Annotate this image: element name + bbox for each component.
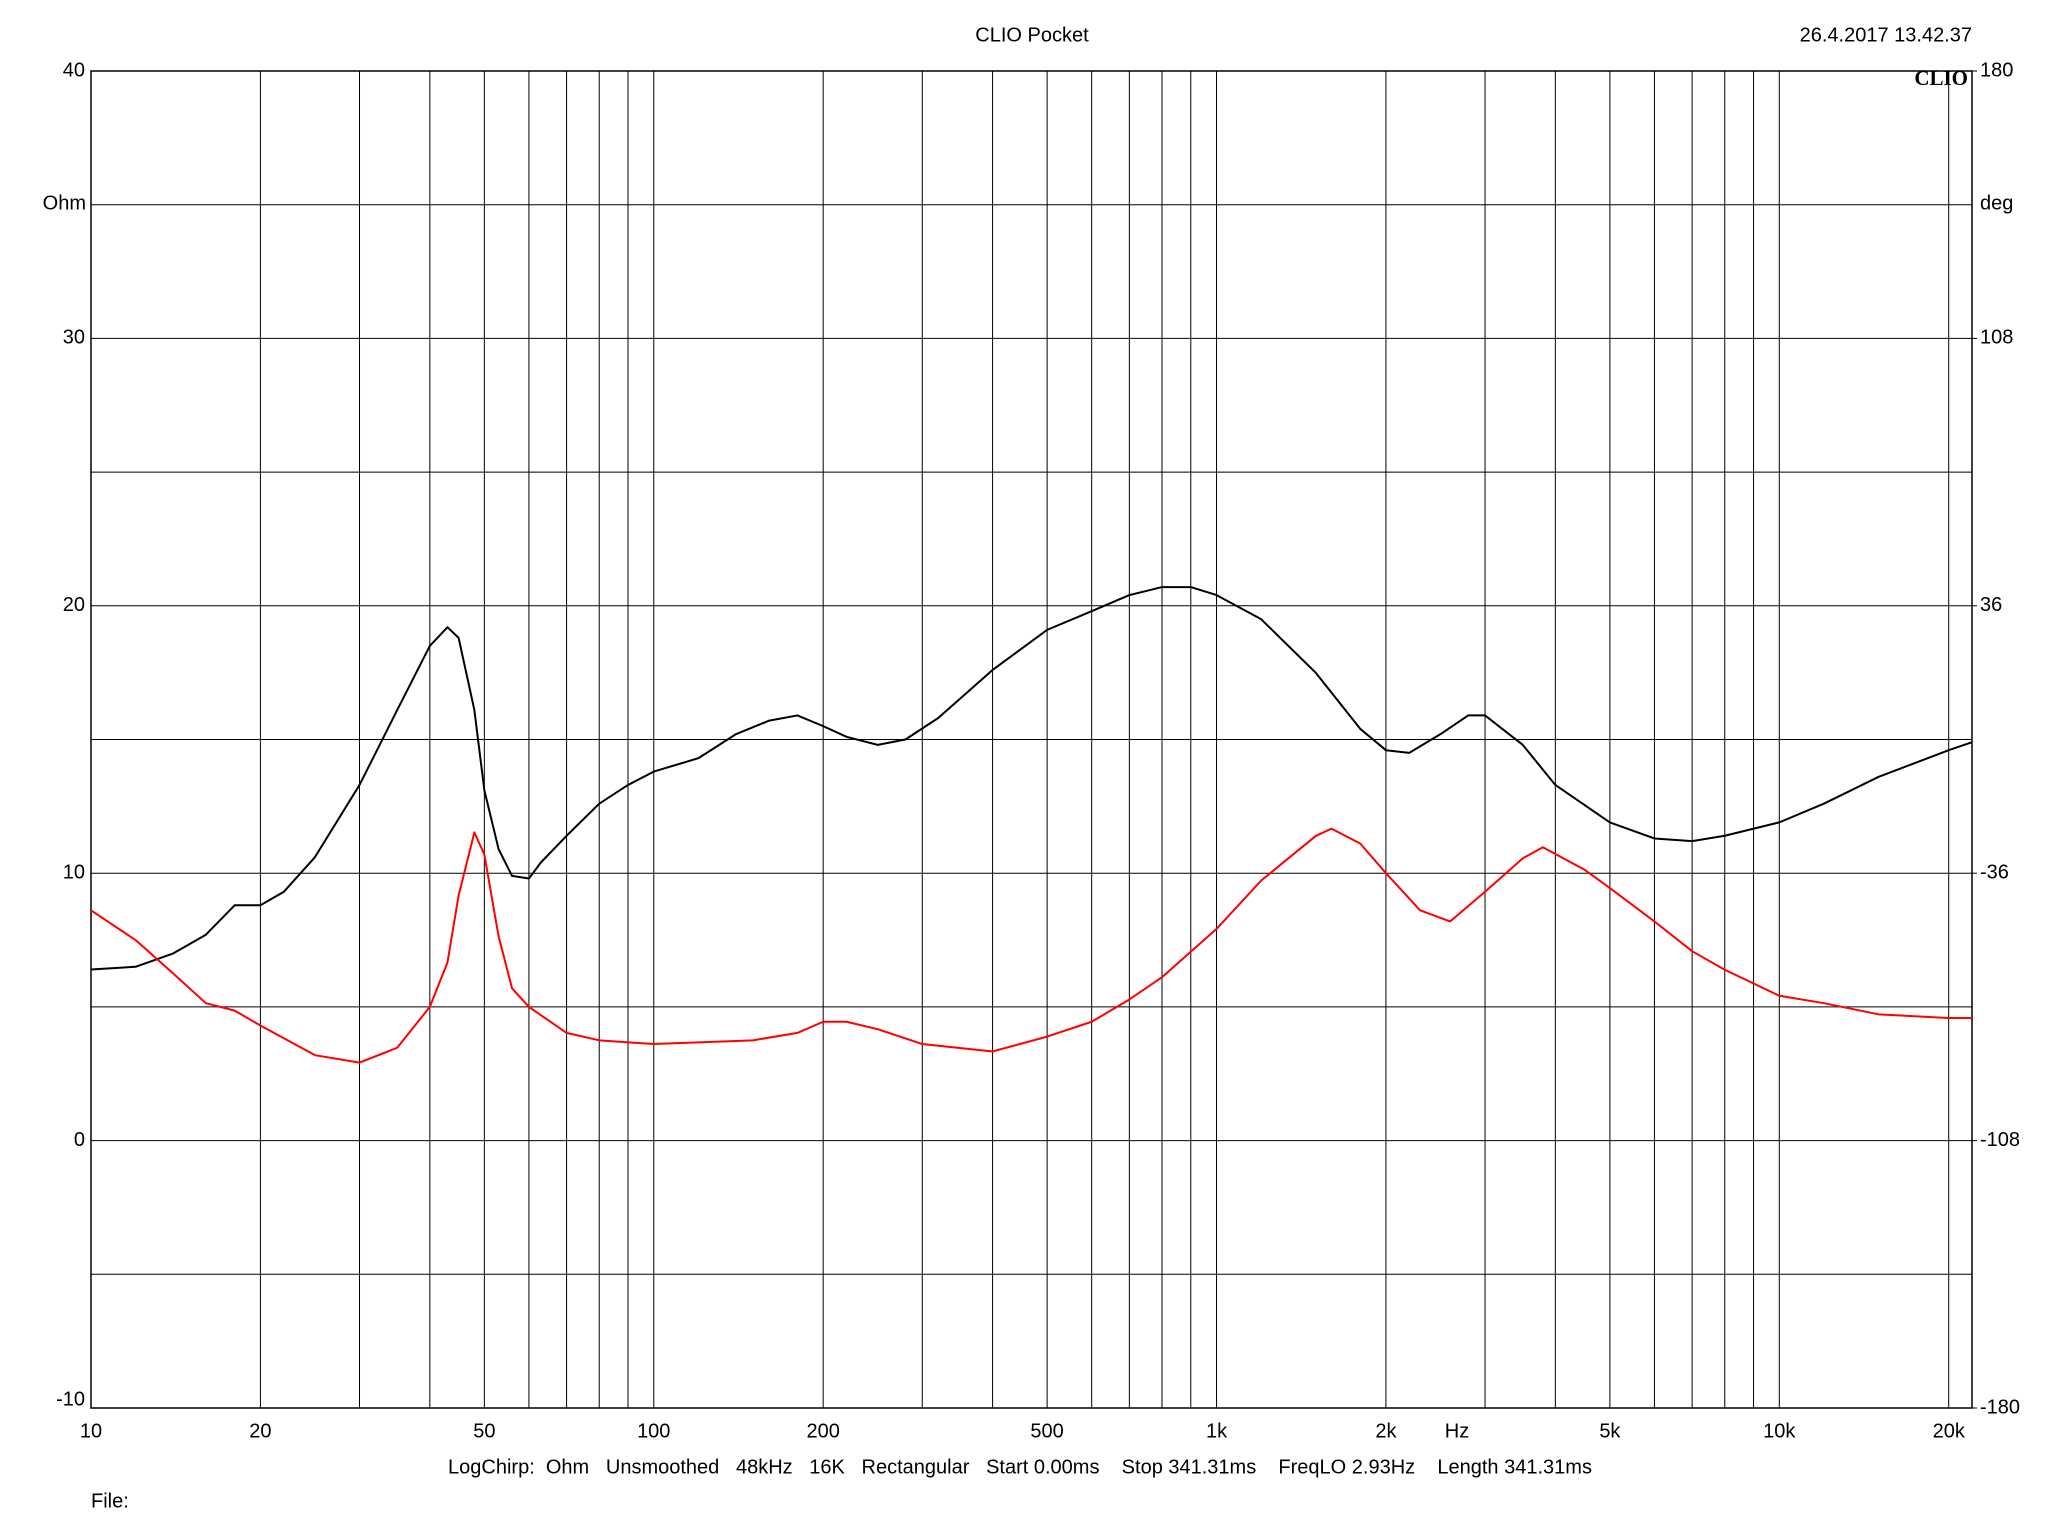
footer: LogChirp: Ohm Unsmoothed 48kHz 16K Recta…	[448, 1456, 1592, 1478]
chart-title: CLIO Pocket	[975, 24, 1089, 46]
x-tick-label: 10k	[1763, 1420, 1796, 1442]
y2-axis-label: deg	[1980, 192, 2013, 214]
x-axis-label: Hz	[1445, 1420, 1469, 1442]
y2-tick-label: -180	[1980, 1396, 2020, 1418]
y-tick-label: 0	[74, 1129, 85, 1151]
logo: CLIO	[1914, 66, 1968, 90]
y-tick-label: 30	[63, 327, 85, 349]
x-tick-label: 2k	[1375, 1420, 1397, 1442]
y-tick-label: 20	[63, 594, 85, 616]
y2-tick-label: 36	[1980, 594, 2002, 616]
x-tick-label: 50	[473, 1420, 495, 1442]
y2-tick-label: -36	[1980, 861, 2009, 883]
timestamp: 26.4.2017 13.42.37	[1800, 24, 1972, 46]
y-tick-label: 40	[63, 59, 85, 81]
x-tick-label: 100	[637, 1420, 670, 1442]
series-line	[90, 827, 1972, 1064]
x-tick-label: 200	[806, 1420, 839, 1442]
file-label: File:	[91, 1490, 129, 1512]
y2-tick-label: -108	[1980, 1129, 2020, 1151]
plot-frame	[90, 70, 1973, 1409]
x-tick-label: 10	[80, 1420, 102, 1442]
x-tick-label: 5k	[1599, 1420, 1621, 1442]
x-tick-label: 1k	[1206, 1420, 1228, 1442]
y-axis-label: Ohm	[43, 192, 86, 214]
y2-tick-label: 108	[1980, 327, 2013, 349]
y2-tick-label: 180	[1980, 59, 2013, 81]
x-tick-label: 20k	[1933, 1420, 1966, 1442]
y-tick-label: 10	[63, 861, 85, 883]
series-line	[90, 586, 1973, 971]
x-tick-label: 20	[249, 1420, 271, 1442]
y-tick-label: -10	[56, 1388, 85, 1410]
x-tick-label: 500	[1030, 1420, 1063, 1442]
